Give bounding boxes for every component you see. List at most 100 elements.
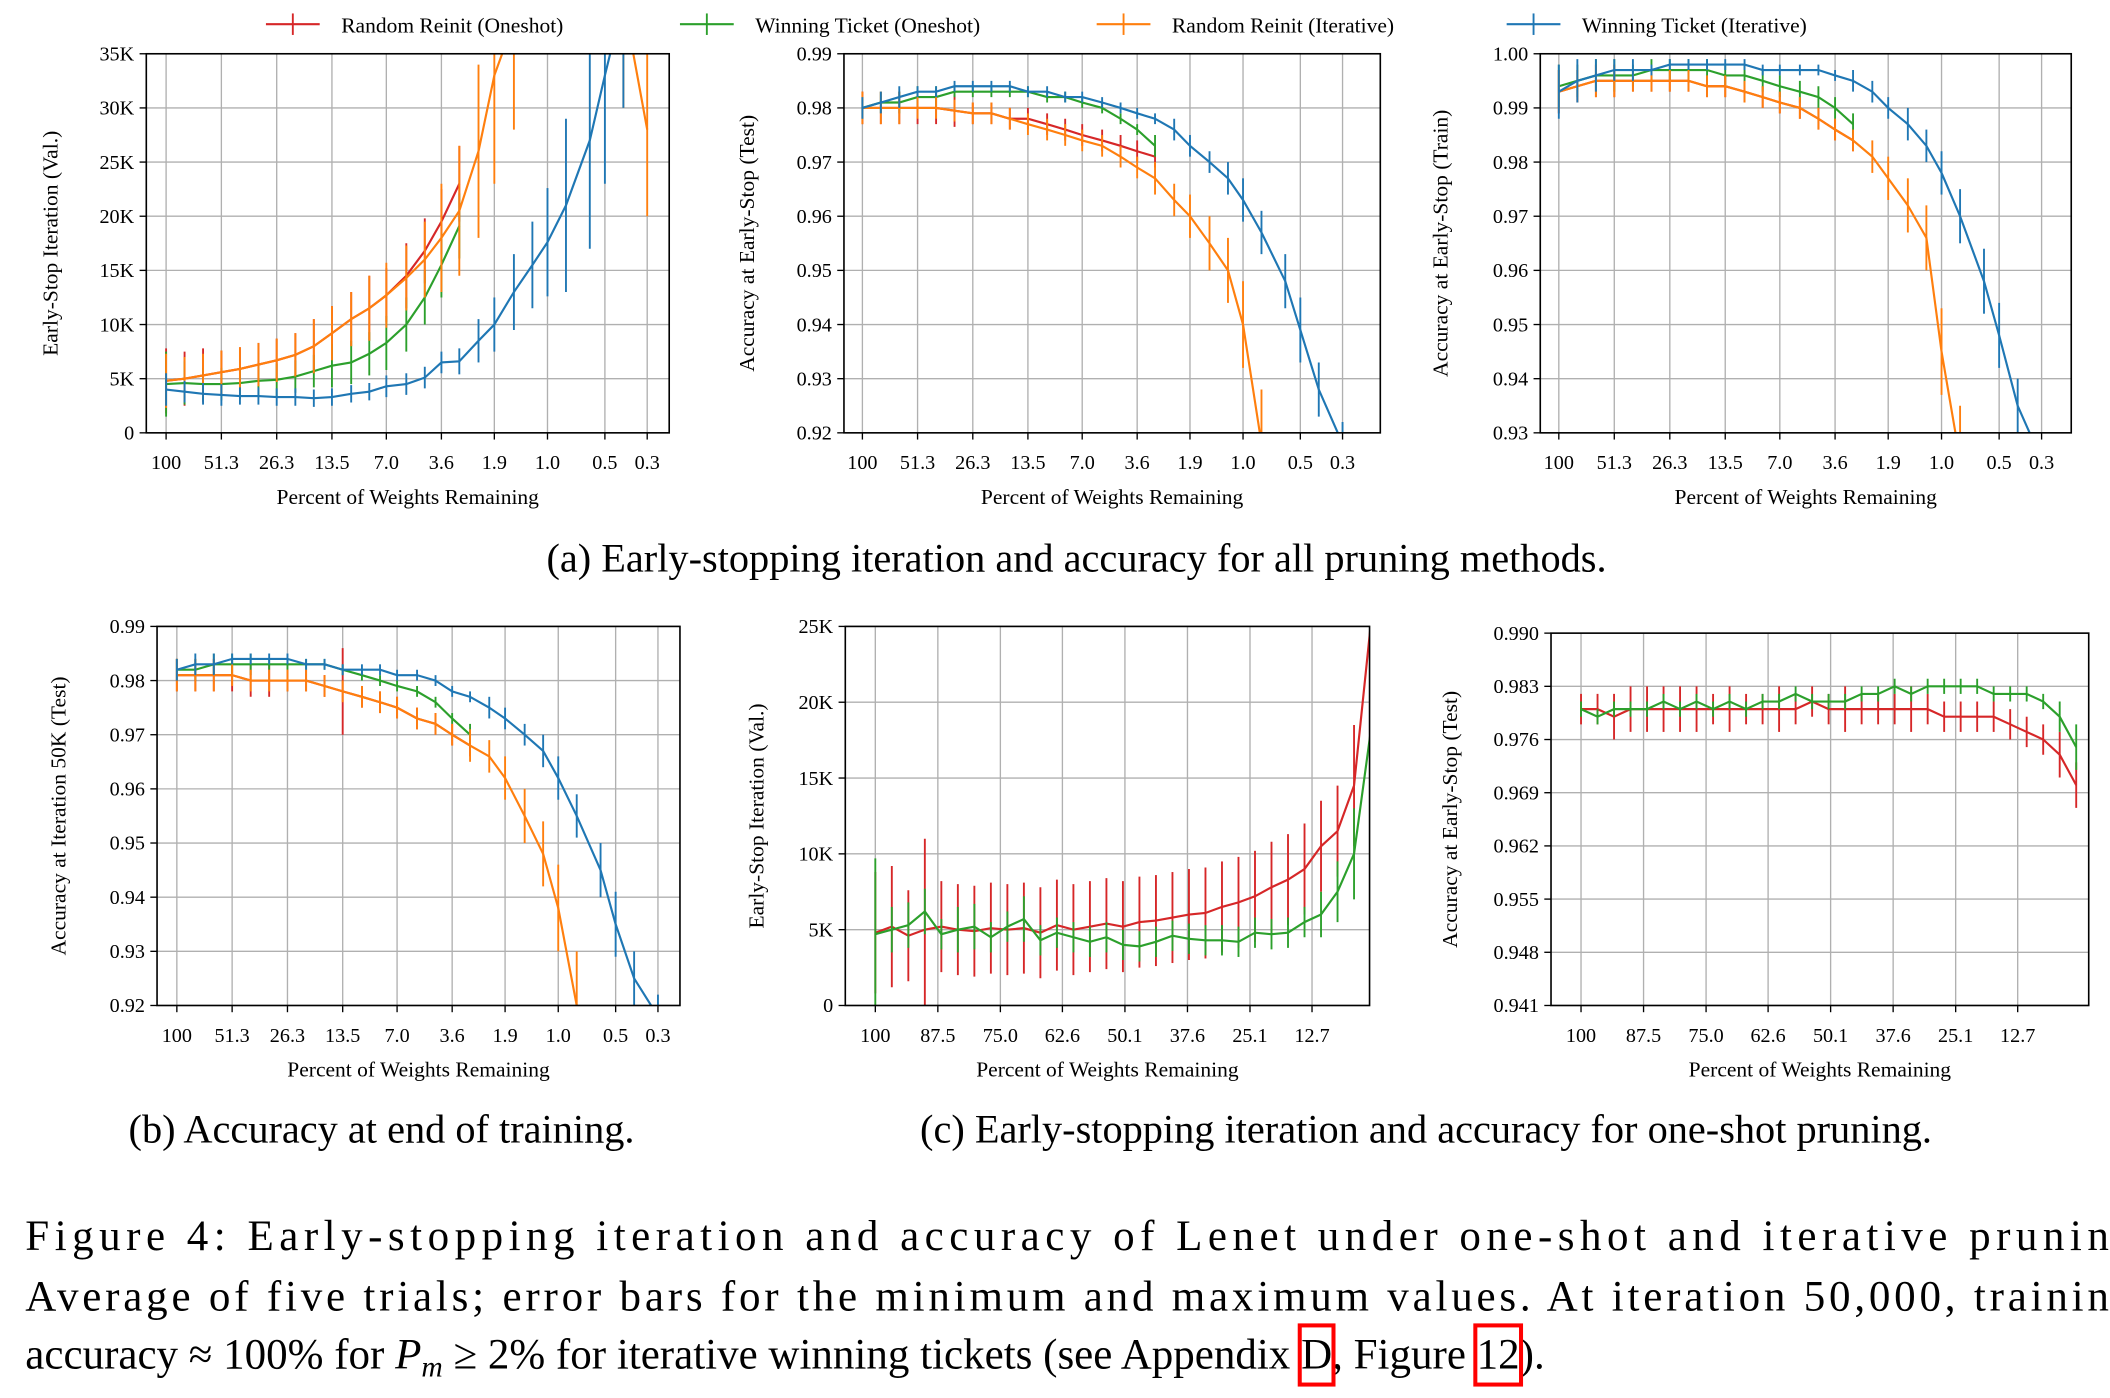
- x-tick-label: 0.3: [635, 452, 660, 474]
- x-tick-label: 100: [1566, 1025, 1596, 1047]
- x-tick-label: 26.3: [259, 452, 294, 474]
- x-tick-label: 100: [1544, 452, 1574, 474]
- y-tick-label: 0.990: [1494, 623, 1539, 645]
- y-tick-label: 25K: [99, 152, 134, 174]
- y-tick-label: 0.94: [1493, 368, 1528, 390]
- y-axis-label: Accuracy at Early-Stop (Test): [735, 115, 759, 372]
- plot-frame: [1550, 632, 2090, 1007]
- x-tick-label: 87.5: [1626, 1025, 1661, 1047]
- x-axis-label: Percent of Weights Remaining: [287, 1058, 550, 1082]
- series-line: [1558, 63, 2031, 433]
- caption-link[interactable]: 12: [1477, 1331, 1520, 1378]
- link-box: [1297, 1323, 1336, 1387]
- caption-text: ).: [1520, 1331, 1545, 1378]
- caption-text: ≥ 2% for iterative winning tickets (see …: [443, 1331, 1301, 1378]
- plot-area: [1557, 59, 2031, 433]
- y-tick-label: 0.97: [110, 724, 145, 746]
- x-tick-label: 100: [151, 452, 181, 474]
- x-tick-label: 1.9: [1177, 452, 1202, 474]
- y-axis-label: Early-Stop Iteration (Val.): [39, 131, 63, 356]
- plot-frame: [844, 625, 1371, 1007]
- y-tick-label: 0.93: [1493, 423, 1528, 445]
- y-tick-label: 0.95: [1493, 314, 1528, 336]
- x-tick-label: 51.3: [900, 452, 935, 474]
- y-tick-label: 10K: [99, 314, 134, 336]
- y-tick-label: 20K: [99, 206, 134, 228]
- x-tick-label: 3.6: [429, 452, 454, 474]
- x-tick-label: 13.5: [325, 1025, 360, 1047]
- series-line: [165, 53, 612, 400]
- x-tick-label: 75.0: [1688, 1025, 1723, 1047]
- chart: 100 51.3 26.3 13.5 7.0 3.6 1.9 1.0 0.5 0.3 0.92 0.9…: [47, 616, 681, 1082]
- series-line: [862, 106, 1261, 433]
- x-tick-label: 37.6: [1170, 1025, 1205, 1047]
- caption-link[interactable]: D: [1301, 1331, 1332, 1378]
- y-axis-label: Early-Stop Iteration (Val.): [744, 703, 768, 928]
- y-tick-label: 0.962: [1494, 836, 1539, 858]
- y-tick-label: 15K: [99, 260, 134, 282]
- caption-math: P: [394, 1331, 421, 1378]
- y-tick-label: 0.941: [1494, 995, 1539, 1017]
- x-axis-label: Percent of Weights Remaining: [981, 485, 1244, 509]
- y-tick-label: 0.96: [1493, 260, 1528, 282]
- x-tick-label: 0.3: [645, 1025, 670, 1047]
- subcaption: (a) Early-stopping iteration and accurac…: [546, 535, 1606, 580]
- y-tick-label: 0.97: [1493, 206, 1528, 228]
- x-tick-label: 3.6: [1125, 452, 1150, 474]
- x-tick-label: 1.0: [1230, 452, 1255, 474]
- chart: 100 51.3 26.3 13.5 7.0 3.6 1.9 1.0 0.5 0.3 0 5K 10K 1…: [39, 43, 671, 509]
- caption-line: accuracy ≈ 100% for Pm ≥ 2% for iterativ…: [25, 1331, 1544, 1383]
- y-tick-label: 0.96: [797, 206, 832, 228]
- plot-area: [861, 80, 1344, 433]
- y-tick-label: 0.94: [797, 314, 832, 336]
- y-tick-label: 0.95: [797, 260, 832, 282]
- plot-frame: [1539, 52, 2073, 434]
- x-tick-label: 51.3: [1597, 452, 1632, 474]
- series-line: [176, 657, 653, 1006]
- x-tick-label: 25.1: [1938, 1025, 1973, 1047]
- y-tick-label: 0: [124, 423, 134, 445]
- x-tick-label: 7.0: [1767, 452, 1792, 474]
- x-tick-label: 0.5: [1288, 452, 1313, 474]
- x-tick-label: 7.0: [1070, 452, 1095, 474]
- x-tick-label: 100: [162, 1025, 192, 1047]
- chart: 100 87.5 75.0 62.6 50.1 37.6 25.1 12.7 0.941 0.94…: [1438, 623, 2090, 1082]
- y-tick-label: 0.976: [1494, 729, 1539, 751]
- y-axis-label: Accuracy at Early-Stop (Train): [1429, 110, 1453, 377]
- x-tick-label: 13.5: [314, 452, 349, 474]
- y-tick-label: 0.93: [110, 941, 145, 963]
- y-tick-label: 35K: [99, 43, 134, 65]
- x-tick-label: 12.7: [2000, 1025, 2035, 1047]
- y-tick-label: 0.948: [1494, 942, 1539, 964]
- y-tick-label: 25K: [798, 616, 833, 638]
- y-tick-label: 20K: [798, 692, 833, 714]
- series-line: [875, 732, 1370, 948]
- chart: 100 51.3 26.3 13.5 7.0 3.6 1.9 1.0 0.5 0.3 0.93 0.9…: [1429, 43, 2073, 509]
- x-tick-label: 13.5: [1708, 452, 1743, 474]
- x-tick-label: 1.0: [535, 452, 560, 474]
- y-tick-label: 0.92: [797, 423, 832, 445]
- y-axis-label: Accuracy at Early-Stop (Test): [1438, 691, 1462, 948]
- plot-area: [165, 53, 649, 417]
- y-tick-label: 1.00: [1493, 43, 1528, 65]
- series-line: [862, 85, 1339, 433]
- x-tick-label: 1.0: [1929, 452, 1954, 474]
- link-box: [1473, 1323, 1524, 1387]
- x-tick-label: 0.3: [2029, 452, 2054, 474]
- plot-frame: [843, 52, 1382, 434]
- x-tick-label: 62.6: [1750, 1025, 1785, 1047]
- x-tick-label: 87.5: [920, 1025, 955, 1047]
- chart: 100 51.3 26.3 13.5 7.0 3.6 1.9 1.0 0.5 0.3 0.92 0.9…: [735, 43, 1382, 509]
- y-tick-label: 0.92: [110, 995, 145, 1017]
- x-tick-label: 50.1: [1107, 1025, 1142, 1047]
- y-tick-label: 0.93: [797, 368, 832, 390]
- x-tick-label: 1.9: [492, 1025, 517, 1047]
- x-tick-label: 0.5: [1987, 452, 2012, 474]
- x-tick-label: 1.0: [546, 1025, 571, 1047]
- plot-area: [175, 648, 659, 1006]
- y-tick-label: 5K: [110, 368, 135, 390]
- subcaption: (c) Early-stopping iteration and accurac…: [920, 1107, 1932, 1152]
- x-tick-label: 1.9: [482, 452, 507, 474]
